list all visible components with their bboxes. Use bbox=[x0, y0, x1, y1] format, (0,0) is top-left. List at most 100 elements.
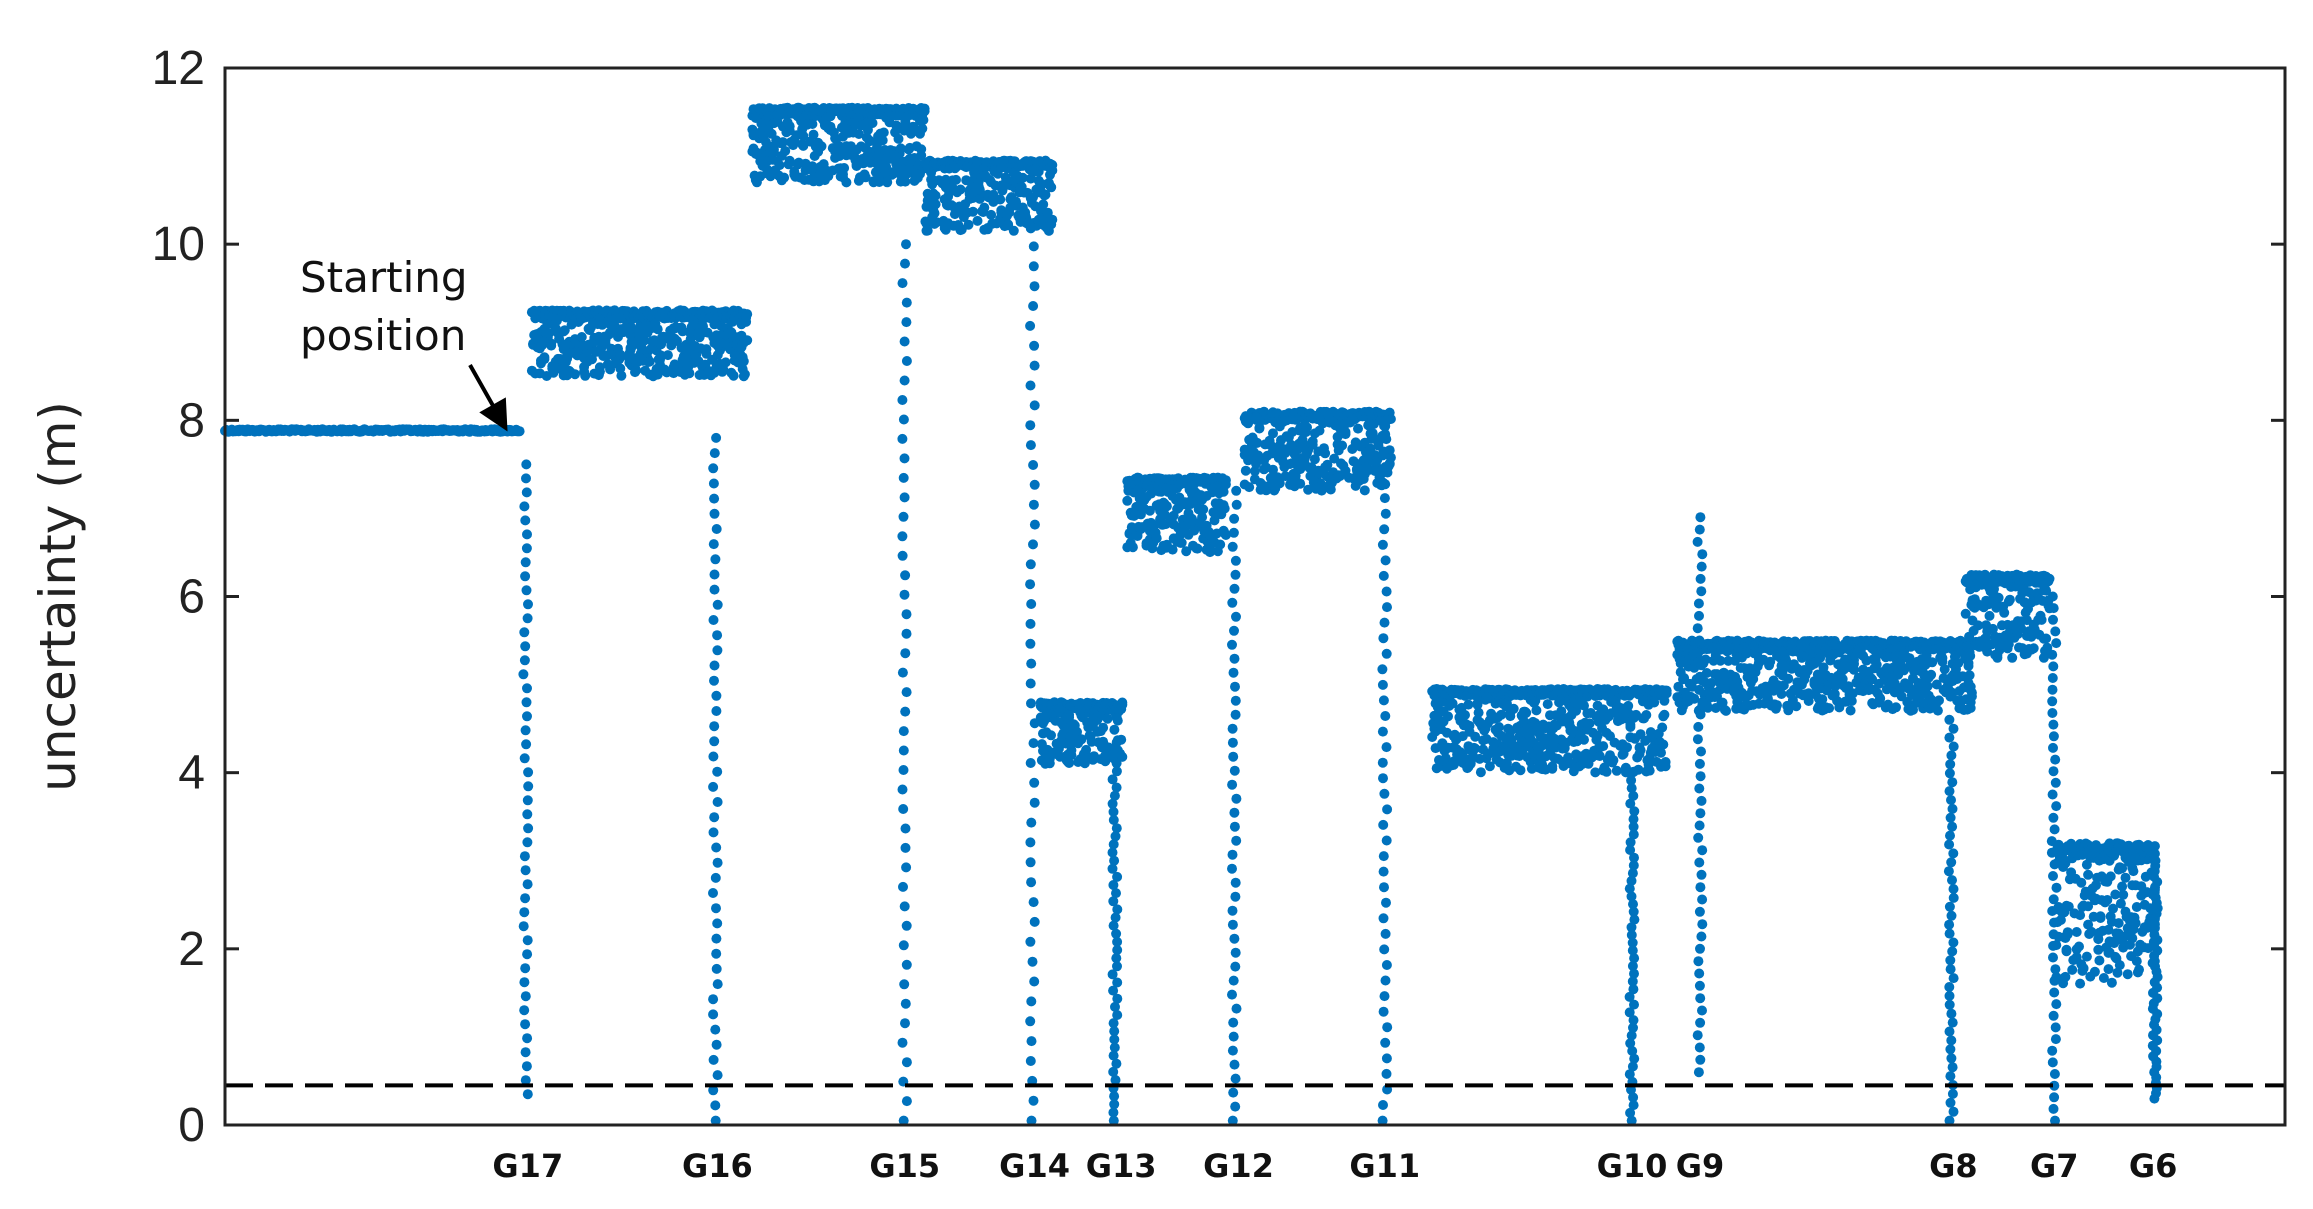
data-point bbox=[1046, 730, 1056, 741]
data-point bbox=[839, 163, 850, 173]
data-point bbox=[2060, 971, 2071, 982]
data-point bbox=[1380, 1037, 1391, 1048]
data-point bbox=[1381, 1068, 1392, 1079]
data-point bbox=[1695, 771, 1706, 782]
data-point bbox=[1696, 746, 1706, 757]
data-point bbox=[808, 129, 819, 140]
data-point bbox=[2127, 933, 2138, 944]
data-point bbox=[710, 1115, 721, 1126]
data-point bbox=[1965, 650, 1976, 661]
data-point bbox=[1624, 991, 1635, 1002]
data-point bbox=[1945, 1044, 1956, 1055]
data-point bbox=[2046, 836, 2057, 847]
data-point bbox=[1695, 573, 1706, 584]
data-point bbox=[1026, 817, 1037, 828]
data-point bbox=[2049, 1080, 2060, 1091]
data-point bbox=[2089, 966, 2100, 977]
data-point bbox=[1625, 1107, 1636, 1118]
data-point bbox=[899, 375, 910, 386]
data-point bbox=[1109, 1034, 1120, 1045]
data-point bbox=[1629, 852, 1639, 863]
data-point bbox=[2117, 863, 2128, 874]
data-point bbox=[1112, 961, 1122, 972]
data-point bbox=[522, 683, 532, 694]
data-point bbox=[1025, 857, 1036, 868]
data-point bbox=[901, 628, 912, 639]
data-point bbox=[1987, 623, 1998, 634]
data-point bbox=[684, 368, 695, 379]
data-point bbox=[1694, 906, 1705, 917]
data-point bbox=[1377, 757, 1388, 768]
data-point bbox=[901, 920, 912, 931]
data-point bbox=[2036, 614, 2047, 625]
data-point bbox=[2047, 789, 2058, 800]
data-point bbox=[1108, 839, 1119, 850]
data-point bbox=[1824, 703, 1835, 714]
data-point bbox=[1694, 684, 1705, 695]
data-point bbox=[1515, 765, 1526, 776]
data-point bbox=[576, 332, 587, 342]
data-point bbox=[784, 155, 795, 166]
data-point bbox=[711, 842, 722, 853]
data-point bbox=[523, 781, 534, 792]
data-point bbox=[1025, 559, 1036, 570]
data-point bbox=[899, 901, 910, 912]
data-point bbox=[1228, 667, 1239, 678]
data-point bbox=[1818, 662, 1829, 673]
data-point bbox=[1111, 766, 1122, 777]
data-point bbox=[1625, 1038, 1636, 1049]
data-point bbox=[1627, 945, 1638, 956]
data-point bbox=[1791, 701, 1802, 712]
data-point bbox=[519, 655, 530, 666]
data-point bbox=[1693, 956, 1704, 967]
data-point bbox=[1946, 750, 1957, 761]
data-point bbox=[1025, 380, 1036, 391]
data-point bbox=[1598, 741, 1609, 752]
data-point bbox=[1028, 738, 1039, 749]
data-point bbox=[708, 1085, 719, 1096]
data-point bbox=[1628, 814, 1639, 825]
data-point bbox=[1946, 1053, 1957, 1064]
data-point bbox=[1064, 758, 1075, 768]
data-point bbox=[2047, 649, 2058, 660]
data-point bbox=[1628, 906, 1639, 917]
data-point bbox=[1934, 695, 1944, 706]
data-point bbox=[711, 432, 722, 443]
data-point bbox=[1111, 888, 1121, 899]
data-point bbox=[901, 959, 912, 970]
data-point bbox=[543, 328, 554, 339]
data-point bbox=[1167, 544, 1178, 555]
data-point bbox=[1046, 182, 1057, 193]
data-point bbox=[878, 127, 889, 138]
data-point bbox=[1463, 699, 1474, 710]
data-point bbox=[1611, 765, 1622, 776]
data-point bbox=[2050, 626, 2061, 637]
data-point bbox=[708, 615, 719, 625]
data-point bbox=[929, 208, 940, 219]
data-point bbox=[708, 463, 719, 474]
data-point bbox=[520, 963, 531, 974]
data-point bbox=[2078, 963, 2089, 974]
data-point bbox=[2071, 927, 2082, 937]
data-point bbox=[662, 350, 673, 361]
data-point bbox=[1944, 999, 1955, 1010]
data-point bbox=[916, 144, 927, 155]
data-point bbox=[1982, 646, 1993, 657]
data-point bbox=[1109, 1099, 1120, 1110]
data-point bbox=[1295, 478, 1306, 489]
data-point bbox=[1025, 320, 1036, 331]
data-point bbox=[739, 369, 750, 380]
data-point bbox=[1721, 705, 1731, 716]
data-point bbox=[2113, 918, 2124, 929]
data-point bbox=[709, 448, 720, 459]
data-point bbox=[1696, 660, 1707, 671]
data-point bbox=[898, 1115, 909, 1126]
data-point bbox=[1947, 777, 1958, 788]
data-point bbox=[1378, 1100, 1388, 1110]
data-point bbox=[1230, 1073, 1241, 1084]
data-point bbox=[1029, 340, 1040, 351]
data-point bbox=[1378, 866, 1389, 877]
data-point bbox=[1025, 758, 1036, 768]
data-point bbox=[1227, 905, 1238, 916]
data-point bbox=[1229, 583, 1240, 594]
